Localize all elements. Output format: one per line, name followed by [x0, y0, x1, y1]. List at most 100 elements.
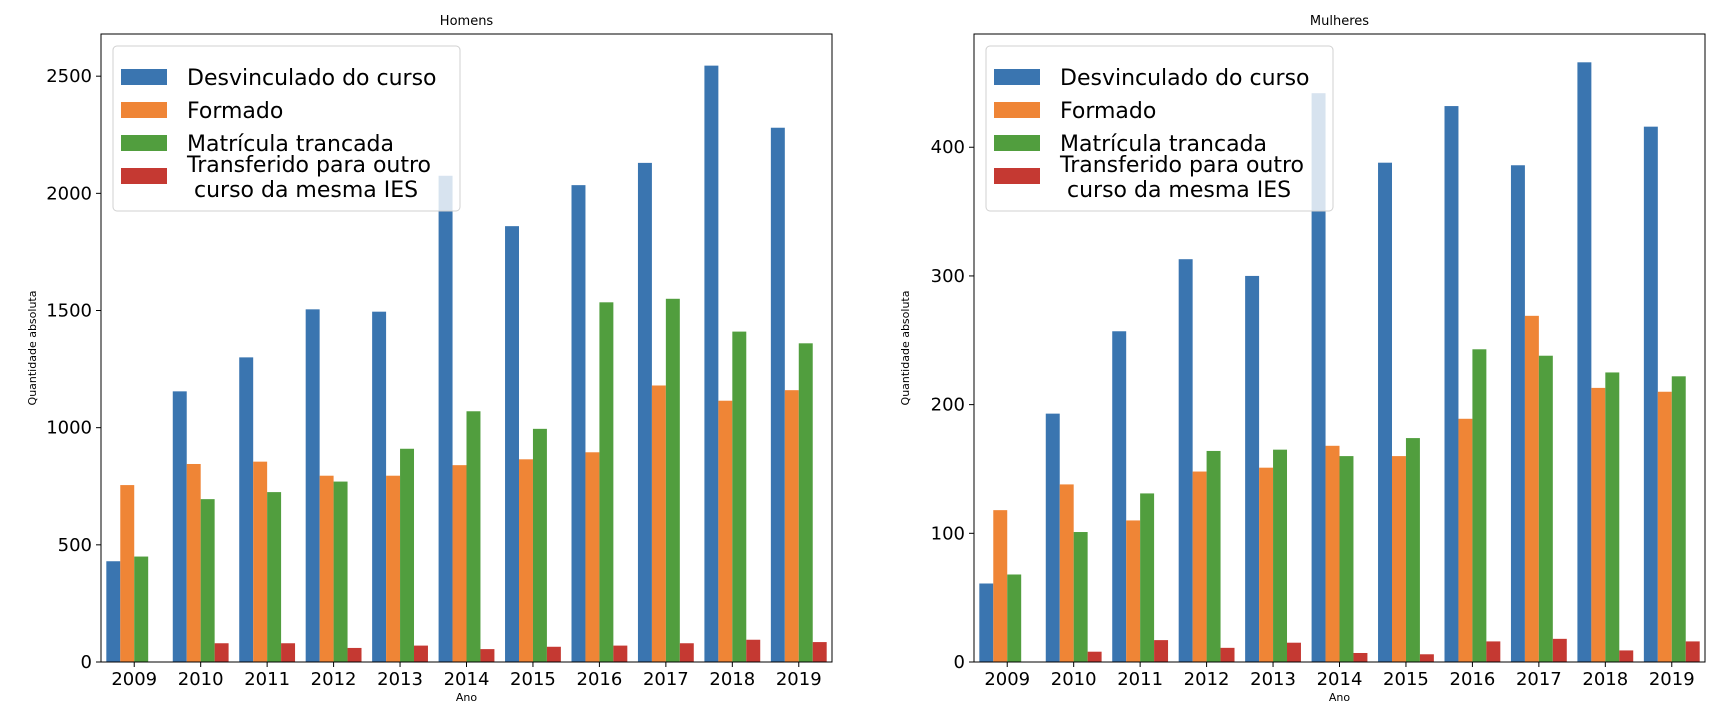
legend-label-3: Transferido para outro curso da mesma IE… — [186, 153, 431, 203]
bar-2019-series-1 — [1657, 391, 1672, 662]
chart-title: Mulheres — [1310, 14, 1369, 29]
x-tick-label: 2009 — [984, 669, 1030, 690]
legend-box — [112, 45, 461, 212]
legend-label-0: Desvinculado do curso — [1060, 66, 1310, 91]
y-tick-label: 500 — [58, 535, 92, 556]
bar-2012-series-2 — [333, 481, 348, 662]
legend-swatch-3 — [121, 168, 167, 184]
bar-2013-series-2 — [400, 448, 415, 662]
bar-2018-series-3 — [746, 639, 761, 662]
bar-2011-series-1 — [253, 461, 268, 662]
bar-2017-series-1 — [1524, 315, 1539, 662]
bar-2015-series-0 — [505, 226, 519, 662]
bar-2012-series-3 — [1220, 647, 1235, 662]
bar-2014-series-3 — [1353, 652, 1368, 662]
bar-2017-series-2 — [1538, 355, 1553, 662]
x-tick-label: 2012 — [1184, 669, 1230, 690]
chart-homens: Homens 0 500 1000 1500 2000 2500 2009 2010 2011 20… — [26, 14, 833, 704]
chart-panel-homens: Homens 0 500 1000 1500 2000 2500 2009 2010 2011 20… — [26, 14, 833, 704]
bar-2015-series-2 — [1405, 438, 1420, 662]
bar-2019-series-0 — [770, 127, 785, 663]
bar-2015-series-1 — [1392, 456, 1406, 662]
bar-2016-series-1 — [585, 452, 600, 662]
bar-2010-series-0 — [1045, 413, 1060, 662]
y-tick-label: 400 — [931, 137, 965, 158]
bar-2015-series-2 — [532, 428, 547, 662]
x-tick-label: 2010 — [178, 669, 224, 690]
bar-2016-series-3 — [1486, 641, 1501, 662]
bar-2012-series-3 — [347, 647, 362, 662]
legend-swatch-0 — [994, 69, 1040, 85]
legend-swatch-2 — [121, 135, 167, 151]
bar-2013-series-3 — [1287, 642, 1301, 662]
bar-2019-series-1 — [784, 390, 799, 662]
bar-2014-series-1 — [452, 465, 467, 662]
bar-2010-series-2 — [1073, 532, 1088, 662]
bar-2019-series-0 — [1643, 126, 1658, 662]
x-axis-label: Ano — [1329, 691, 1350, 704]
bar-2016-series-0 — [1444, 106, 1459, 662]
bar-2012-series-2 — [1206, 450, 1221, 662]
y-tick-label: 1500 — [46, 301, 92, 322]
bar-2013-series-3 — [414, 645, 428, 662]
bar-2017-series-2 — [665, 298, 680, 662]
bar-2011-series-0 — [239, 357, 254, 662]
bar-2011-series-3 — [1154, 640, 1169, 662]
x-tick-label: 2013 — [1250, 669, 1296, 690]
chart-panel-mulheres: Mulheres 0 100 200 300 400 2009 2010 2011 2012 201… — [864, 0, 1728, 724]
bar-2010-series-0 — [172, 391, 187, 662]
x-tick-label: 2017 — [643, 669, 689, 690]
legend-swatch-3 — [994, 168, 1040, 184]
x-tick-label: 2011 — [244, 669, 290, 690]
legend-label-1: Formado — [1060, 99, 1156, 124]
y-tick-label: 2500 — [46, 66, 92, 87]
legend-label-2: Matrícula trancada — [187, 132, 394, 157]
x-tick-label: 2015 — [510, 669, 556, 690]
bar-2014-series-2 — [466, 411, 481, 662]
x-tick-label: 2009 — [111, 669, 157, 690]
legend-swatch-0 — [121, 69, 167, 85]
bar-2013-series-0 — [372, 311, 387, 662]
bar-2016-series-2 — [599, 302, 614, 662]
bar-2015-series-1 — [519, 459, 533, 662]
x-axis-label: Ano — [456, 691, 477, 704]
bar-2011-series-1 — [1126, 520, 1141, 662]
bar-2017-series-3 — [679, 643, 694, 662]
legend-label-0: Desvinculado do curso — [187, 66, 437, 91]
bar-2014-series-1 — [1325, 445, 1340, 662]
bar-2013-series-1 — [386, 475, 401, 662]
x-tick-label: 2014 — [1317, 669, 1363, 690]
bar-2019-series-3 — [812, 642, 827, 662]
bar-2009-series-2 — [1007, 574, 1022, 662]
legend-label-3: Transferido para outro curso da mesma IE… — [1059, 153, 1304, 203]
bar-2018-series-0 — [704, 65, 719, 662]
bar-2010-series-1 — [186, 463, 201, 662]
bar-2010-series-3 — [1087, 651, 1102, 662]
y-tick-label: 100 — [931, 523, 965, 544]
x-tick-label: 2018 — [709, 669, 755, 690]
x-tick-label: 2010 — [1051, 669, 1097, 690]
x-tick-label: 2011 — [1117, 669, 1163, 690]
bar-2018-series-1 — [1591, 387, 1606, 662]
bar-2016-series-2 — [1472, 349, 1487, 662]
bar-2011-series-0 — [1112, 331, 1127, 662]
x-tick-label: 2015 — [1383, 669, 1429, 690]
x-tick-label: 2016 — [1450, 669, 1496, 690]
legend-swatch-1 — [121, 102, 167, 118]
y-axis-label: Quantidade absoluta — [899, 291, 912, 406]
legend: Desvinculado do curso Formado Matrícula tr… — [112, 45, 461, 212]
y-tick-label: 0 — [954, 652, 965, 673]
bar-2012-series-0 — [305, 309, 320, 662]
bar-2013-series-1 — [1259, 467, 1274, 662]
bar-2016-series-3 — [613, 645, 628, 662]
bar-2019-series-3 — [1685, 641, 1700, 662]
bar-2013-series-0 — [1245, 275, 1260, 662]
x-tick-label: 2016 — [577, 669, 623, 690]
bar-2014-series-2 — [1339, 456, 1354, 662]
bar-2018-series-2 — [1605, 372, 1620, 662]
bar-2010-series-3 — [214, 643, 229, 662]
x-tick-label: 2019 — [776, 669, 822, 690]
bar-2017-series-0 — [1510, 165, 1525, 662]
y-tick-label: 0 — [81, 652, 92, 673]
bar-2015-series-3 — [1419, 654, 1434, 662]
